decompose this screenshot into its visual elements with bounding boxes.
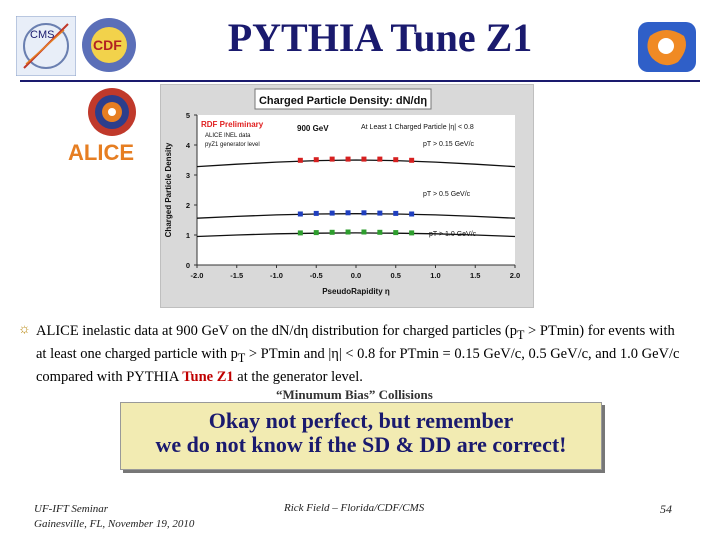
body-paragraph: ALICE inelastic data at 900 GeV on the d… bbox=[36, 322, 686, 387]
annotation-generator: pyZ1 generator level bbox=[205, 142, 260, 148]
data-point bbox=[361, 156, 367, 162]
curves-layer bbox=[196, 159, 516, 238]
data-point bbox=[297, 157, 303, 163]
body-sub-2: T bbox=[237, 350, 246, 365]
x-tick-label: -1.0 bbox=[270, 271, 283, 280]
x-tick-label: 2.0 bbox=[510, 271, 520, 280]
y-tick-label: 5 bbox=[186, 111, 190, 120]
body-sub-1: T bbox=[517, 327, 525, 342]
cdf-logo-graphic: CDF bbox=[82, 18, 136, 72]
x-tick-label: 0.5 bbox=[391, 271, 401, 280]
callout-line-1: Okay not perfect, but remember bbox=[208, 408, 514, 433]
x-tick-label: -2.0 bbox=[191, 271, 204, 280]
x-tick-label: -1.5 bbox=[230, 271, 243, 280]
data-point bbox=[361, 210, 367, 216]
title-divider bbox=[20, 80, 700, 82]
data-point bbox=[361, 229, 367, 235]
footer-author: Rick Field – Florida/CDF/CMS bbox=[284, 502, 425, 514]
data-point bbox=[313, 230, 319, 236]
annotation-preliminary: RDF Preliminary bbox=[201, 120, 264, 129]
body-text-2: > PTmin) for events with at least one ch… bbox=[36, 323, 675, 362]
data-point bbox=[313, 157, 319, 163]
x-tick-label: 1.0 bbox=[430, 271, 440, 280]
cms-logo: CMS bbox=[15, 15, 77, 77]
callout-box: Okay not perfect, but remember we do not… bbox=[120, 402, 602, 470]
x-tick-label: 0.0 bbox=[351, 271, 361, 280]
footer-event-line-2: Gainesville, FL, November 19, 2010 bbox=[34, 518, 195, 530]
body-text-3: > PTmin and |η| < 0.8 for PTmin = 0.15 G… bbox=[36, 345, 680, 385]
annotation-pt015: pT > 0.15 GeV/c bbox=[423, 141, 475, 148]
bullet-icon: ☼ bbox=[18, 322, 31, 337]
y-tick-label: 1 bbox=[186, 231, 190, 240]
y-axis-label: Charged Particle Density bbox=[164, 142, 173, 237]
x-axis-label: PseudoRapidity η bbox=[322, 287, 390, 296]
data-point bbox=[329, 229, 335, 235]
plot-area bbox=[197, 115, 515, 265]
chart-panel: Charged Particle Density: dN/dη RDF Prel… bbox=[160, 84, 534, 308]
x-tick-label: -0.5 bbox=[310, 271, 323, 280]
annotation-energy: 900 GeV bbox=[297, 124, 329, 133]
data-point bbox=[329, 156, 335, 162]
page-title: PYTHIA Tune Z1 bbox=[227, 15, 533, 60]
data-point bbox=[345, 156, 351, 162]
footer-event-line-1: UF-IFT Seminar bbox=[34, 503, 109, 515]
data-point bbox=[345, 210, 351, 216]
generator-curve bbox=[196, 213, 516, 219]
generator-curve bbox=[196, 232, 516, 238]
footer-event: UF-IFT Seminar Gainesville, FL, November… bbox=[34, 502, 194, 532]
chart-title: Charged Particle Density: dN/dη bbox=[259, 95, 427, 107]
y-tick-label: 2 bbox=[186, 201, 190, 210]
tune-highlight: Tune Z1 bbox=[182, 368, 234, 385]
data-point bbox=[297, 230, 303, 236]
body-text-4: at the generator level. bbox=[233, 368, 363, 385]
page-number: 54 bbox=[660, 502, 672, 516]
cms-logo-text: CMS bbox=[30, 29, 54, 41]
data-point bbox=[377, 229, 383, 235]
cdf-logo-text: CDF bbox=[93, 37, 122, 53]
data-point bbox=[409, 211, 415, 217]
data-point bbox=[409, 230, 415, 236]
data-point bbox=[313, 210, 319, 216]
florida-logo bbox=[636, 18, 698, 76]
data-point bbox=[393, 230, 399, 236]
x-tick-label: 1.5 bbox=[470, 271, 480, 280]
y-tick-label: 4 bbox=[186, 141, 191, 150]
data-point bbox=[377, 210, 383, 216]
data-point bbox=[345, 229, 351, 235]
alice-logo-graphic: ALICE bbox=[68, 88, 136, 165]
y-tick-label: 0 bbox=[186, 261, 190, 270]
chart-title-box bbox=[254, 88, 432, 110]
alice-logo: ALICE bbox=[66, 84, 158, 165]
dndeta-chart: Charged Particle Density: dN/dη RDF Prel… bbox=[164, 88, 520, 296]
annotation-selection: At Least 1 Charged Particle |η| < 0.8 bbox=[361, 124, 474, 131]
data-point bbox=[393, 157, 399, 163]
body-text-1: ALICE inelastic data at 900 GeV on the d… bbox=[36, 323, 517, 339]
data-point bbox=[329, 210, 335, 216]
cdf-logo: CDF bbox=[80, 16, 138, 74]
annotation-alice-data: ALICE INEL data bbox=[205, 133, 251, 139]
data-point bbox=[377, 156, 383, 162]
ticks-layer: -2.0 -1.5 -1.0 -0.5 0.0 0.5 1.0 1.5 2.0 0 1 2 3 4 5 bbox=[186, 111, 520, 280]
annotation-pt05: pT > 0.5 GeV/c bbox=[423, 191, 471, 198]
points-layer bbox=[297, 156, 415, 236]
data-point bbox=[393, 210, 399, 216]
data-point bbox=[409, 157, 415, 163]
min-bias-label: “Minumum Bias” Collisions bbox=[276, 387, 433, 402]
data-point bbox=[297, 211, 303, 217]
callout-line-2: we do not know if the SD & DD are correc… bbox=[155, 432, 567, 457]
y-tick-label: 3 bbox=[186, 171, 190, 180]
cms-logo-graphic: CMS bbox=[15, 15, 77, 77]
callout-text: Okay not perfect, but remember we do not… bbox=[121, 409, 601, 457]
florida-logo-graphic bbox=[638, 22, 696, 72]
alice-logo-text: ALICE bbox=[68, 140, 134, 164]
generator-curve bbox=[196, 159, 516, 168]
